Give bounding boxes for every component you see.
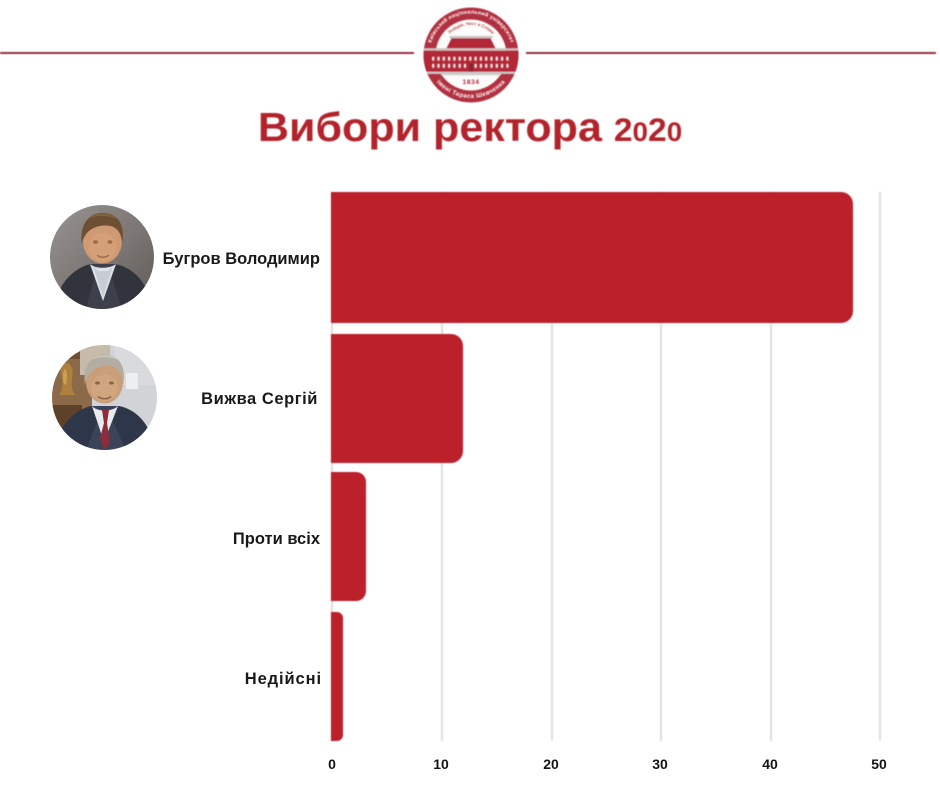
- svg-text:1834: 1834: [462, 79, 479, 86]
